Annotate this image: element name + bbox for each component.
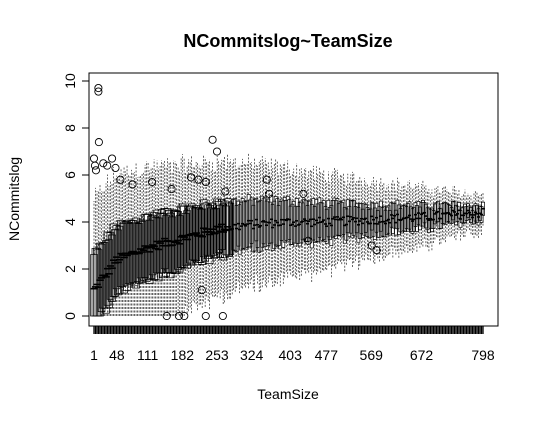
outlier-point-32 [180,311,189,321]
x-tick-label-1: 1 [90,347,98,363]
outlier-point-13 [148,177,157,187]
outlier-point-24 [304,236,313,245]
x-axis-ticks [93,326,484,334]
outlier-point-25 [367,241,376,250]
outlier-point-8 [103,161,112,170]
outlier-point-26 [372,246,381,255]
x-tick-label-798: 798 [471,347,495,363]
box-90 [223,154,232,300]
axes: 0 2 4 6 8 10 1 48 111 182 253 324 403 477 569 672 798 [62,73,495,363]
x-tick-label-403: 403 [279,347,303,363]
outlier-point-14 [167,185,176,194]
outlier-point-29 [218,311,227,321]
outlier-point-7 [99,159,108,168]
chart-title: NCommitslog~TeamSize [183,31,392,51]
outlier-point-23 [299,189,308,198]
x-tick-label-672: 672 [410,347,434,363]
outlier-point-6 [91,166,101,175]
y-axis-label: NCommitslog [6,157,22,241]
plot-marks [89,84,485,321]
x-tick-label-324: 324 [240,347,264,363]
y-tick-label-2: 2 [62,265,78,273]
box-54 [169,160,178,316]
y-tick-label-6: 6 [62,171,78,179]
outlier-point-28 [201,311,210,321]
outlier-point-11 [116,175,125,184]
x-tick-label-477: 477 [315,347,339,363]
outlier-point-4 [89,154,99,163]
outlier-point-16 [194,175,203,184]
outlier-point-10 [111,163,120,172]
y-tick-label-10: 10 [62,73,78,89]
outlier-point-22 [265,189,274,198]
y-tick-label-0: 0 [62,312,78,320]
outlier-point-31 [174,311,183,321]
outlier-point-17 [201,177,210,187]
x-tick-label-253: 253 [205,347,229,363]
outlier-point-20 [221,187,230,196]
outlier-point-27 [197,286,206,295]
outlier-point-5 [90,161,100,170]
outlier-point-3 [94,138,103,147]
x-tick-label-48: 48 [109,347,125,363]
outlier-point-2 [94,87,103,96]
outlier-point-15 [187,173,196,182]
outlier-point-30 [162,311,171,321]
outlier-point-9 [108,154,117,163]
outlier-point-21 [262,175,271,184]
y-tick-label-4: 4 [62,218,78,226]
y-tick-label-8: 8 [62,124,78,132]
box-53 [168,172,176,316]
x-tick-label-569: 569 [360,347,384,363]
box-260 [481,191,485,226]
outlier-point-18 [208,135,217,144]
outlier-point-1 [94,84,103,93]
x-tick-label-182: 182 [171,347,195,363]
x-axis-label: TeamSize [257,386,319,402]
x-tick-label-111: 111 [137,347,158,363]
outlier-point-12 [128,180,137,189]
outlier-point-19 [212,147,222,156]
